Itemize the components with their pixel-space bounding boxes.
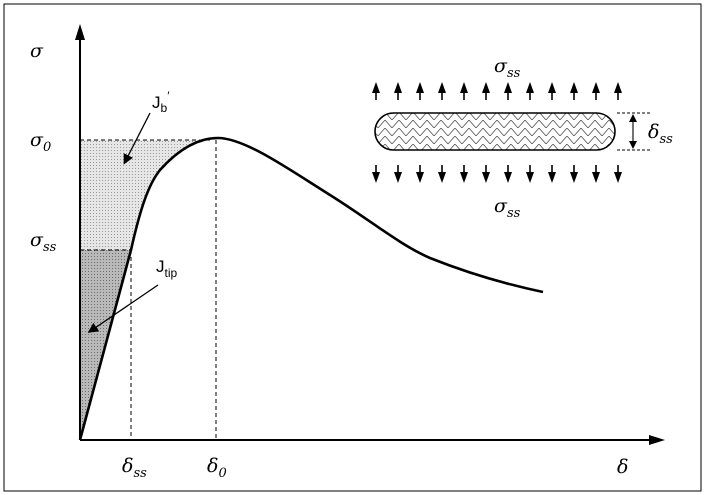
jtip-pointer-arrow [87, 284, 159, 333]
sigmass-label: σss [30, 229, 57, 255]
opening-dimension-arrow-up [629, 114, 637, 122]
y-axis-symbol: σ [30, 40, 44, 62]
upward-traction-arrowhead [416, 82, 424, 93]
opening-dimension-arrow-down [629, 141, 637, 149]
upward-traction-arrowhead [438, 82, 446, 93]
cohesive-zone-inset: σss σss δss [372, 55, 673, 221]
cohesive-zone-ellipse [374, 112, 616, 151]
downward-traction-arrowhead [460, 172, 468, 183]
upward-traction-arrowhead [548, 82, 556, 93]
upward-traction-arrowhead [614, 82, 622, 93]
downward-traction-arrowhead [416, 172, 424, 183]
inset-top-stress-label: σss [494, 55, 521, 81]
downward-traction-arrowhead [548, 172, 556, 183]
downward-traction-arrowhead [394, 172, 402, 183]
downward-traction-arrowhead [570, 172, 578, 183]
figure-border [3, 3, 702, 492]
y-axis-arrowhead [75, 24, 85, 40]
deltass-label: δss [122, 455, 147, 481]
upward-traction-arrowhead [460, 82, 468, 93]
downward-traction-arrowhead [438, 172, 446, 183]
jb-pointer-arrow [123, 112, 151, 165]
upward-traction-arrowhead [504, 82, 512, 93]
downward-traction-arrowhead [372, 172, 380, 183]
jb-label: Jb′ [152, 89, 170, 115]
top-traction-arrows [372, 82, 622, 100]
inset-opening-label: δss [648, 121, 673, 147]
upward-traction-arrowhead [526, 82, 534, 93]
downward-traction-arrowhead [592, 172, 600, 183]
delta0-label: δ0 [207, 455, 227, 481]
upward-traction-arrowhead [372, 82, 380, 93]
downward-traction-arrowhead [526, 172, 534, 183]
upward-traction-arrowhead [570, 82, 578, 93]
upward-traction-arrowhead [482, 82, 490, 93]
downward-traction-arrowhead [614, 172, 622, 183]
downward-traction-arrowhead [504, 172, 512, 183]
sigma0-label: σ0 [30, 129, 51, 155]
jtip-label: Jtip [156, 257, 178, 280]
bottom-traction-arrows [372, 165, 622, 183]
upward-traction-arrowhead [592, 82, 600, 93]
inset-bottom-stress-label: σss [494, 195, 521, 221]
upward-traction-arrowhead [394, 82, 402, 93]
downward-traction-arrowhead [482, 172, 490, 183]
x-axis-arrowhead [649, 435, 665, 445]
x-axis-symbol: δ [617, 456, 628, 478]
traction-curve [78, 136, 544, 441]
